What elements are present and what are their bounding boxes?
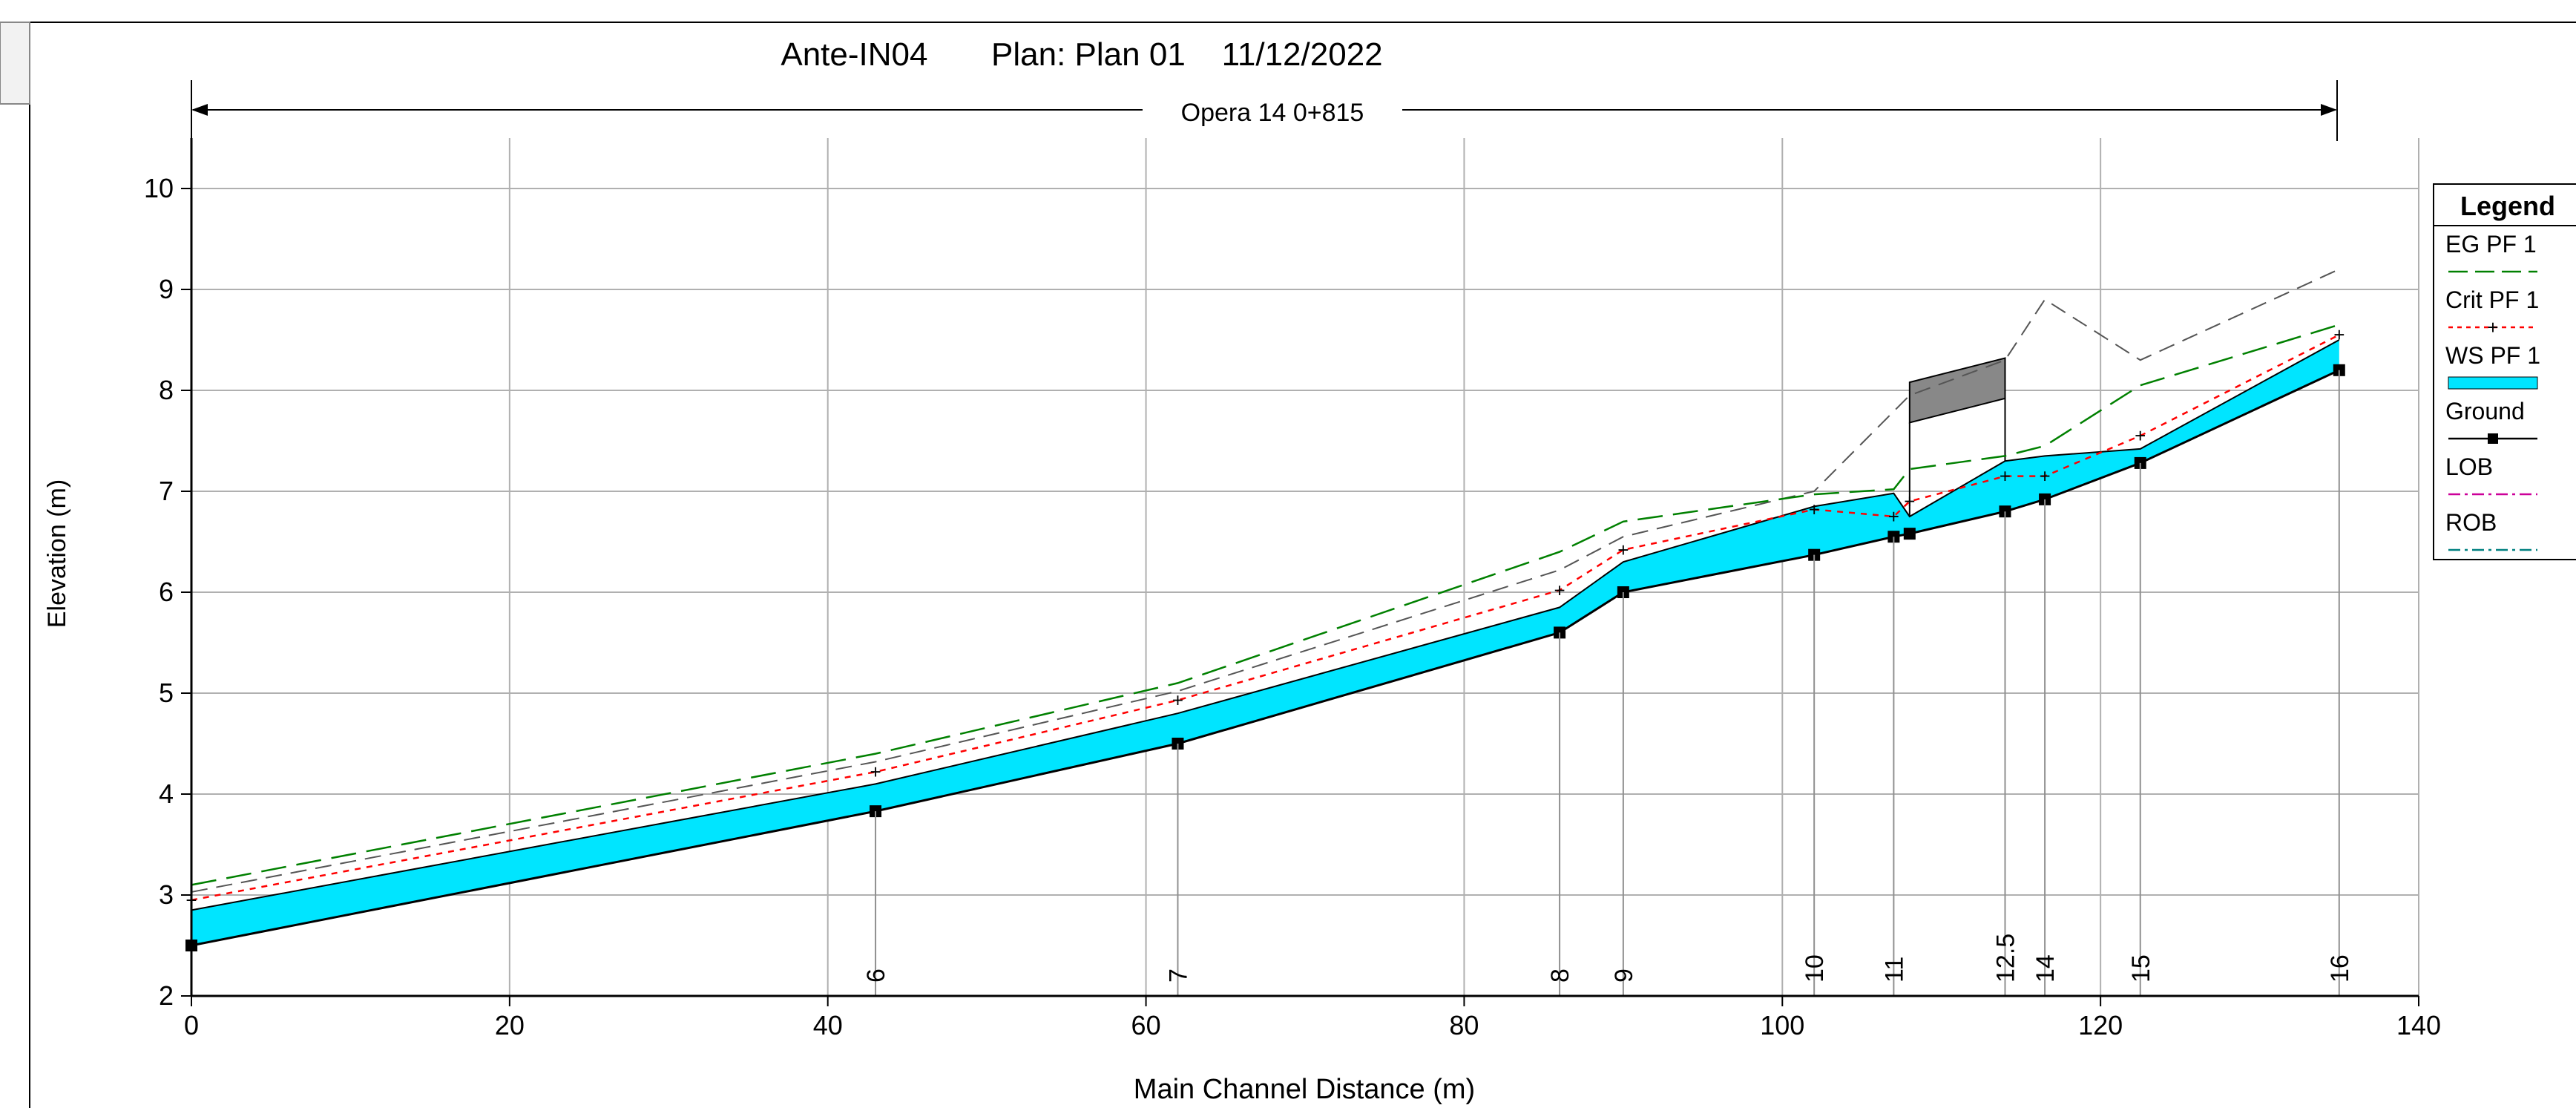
legend-title: Legend [2460,191,2555,221]
water-area [191,340,2339,945]
x-tick-label-20: 20 [495,1010,525,1040]
reach-arrow-right [2321,104,2337,116]
crit-point-5: + [1809,498,1820,520]
legend: Legend EG PF 1 Crit PF 1 + WS PF 1 Ground LOB… [2433,183,2576,560]
y-tick-label-5: 5 [159,678,174,708]
reach-span: Opera 14 0+815 [191,80,2338,141]
crit-point-9: + [2039,465,2050,488]
station-label-11: 11 [1880,957,1908,983]
x-tick-label-60: 60 [1131,1010,1161,1040]
left-panel-edge [0,22,30,105]
y-tick-label-4: 4 [159,778,174,809]
legend-label-4: LOB [2445,453,2493,480]
crit-point-8: + [2000,465,2011,488]
series-lines: ++++++++++++ [185,268,2345,951]
station-label-6: 6 [862,968,890,983]
y-tick-label-9: 9 [159,274,174,304]
x-tick-label-120: 120 [2078,1010,2123,1040]
plot-frame [29,22,2576,1108]
legend-marker-3 [2488,433,2498,444]
chart-title: Ante-IN04 Plan: Plan 01 11/12/2022 [781,36,1382,73]
reach-arrow-left [191,104,208,116]
crit-line [191,334,2340,902]
ground-point-7 [1903,528,1916,540]
y-tick-label-6: 6 [159,577,174,607]
x-tick-label-80: 80 [1449,1010,1479,1040]
y-tick-label-10: 10 [144,173,174,203]
station-label-14: 14 [2031,954,2060,983]
station-label-9: 9 [1610,968,1638,983]
x-tick-label-40: 40 [813,1010,843,1040]
crit-point-2: + [1172,689,1183,712]
legend-marker-1: + [2487,316,2498,338]
crit-point-11: + [2333,324,2345,346]
x-tick-label-140: 140 [2396,1010,2441,1040]
crit-point-4: + [1617,539,1629,561]
x-tick-label-0: 0 [184,1010,199,1040]
bridge-structure [1908,357,2006,534]
ws-line [191,339,2340,911]
station-label-10: 10 [1801,954,1829,983]
crit-point-7: + [1904,491,1915,513]
x-tick-label-100: 100 [1760,1010,1804,1040]
crit-point-3: + [1554,579,1565,601]
station-label-7: 7 [1164,968,1192,983]
reach-label: Opera 14 0+815 [1181,99,1364,127]
water-surface-fill [191,339,2340,945]
overbank-line [191,268,2340,893]
crit-point-1: + [870,761,881,783]
y-tick-label-3: 3 [159,879,174,910]
y-axis-label: Elevation (m) [43,479,71,628]
legend-label-5: ROB [2445,509,2497,536]
crit-point-6: + [1888,505,1899,528]
legend-label-3: Ground [2445,398,2525,424]
y-tick-label-7: 7 [159,476,174,506]
station-label-15: 15 [2127,954,2155,983]
legend-box [2433,183,2576,560]
axes [181,138,2419,1006]
station-markers: 6 7 8 9 10 11 12.5 14 15 16 [862,370,2354,996]
tick-labels: 0 20 40 60 80 100 120 140 2 3 4 5 6 7 8 9 10 [144,173,2441,1040]
station-label-12.5: 12.5 [1991,934,2020,983]
x-axis-label: Main Channel Distance (m) [1134,1074,1475,1105]
eg-line [191,324,2340,886]
y-tick-label-2: 2 [159,980,174,1011]
ground-line [191,369,2340,947]
crit-point-10: + [2135,424,2146,447]
station-label-8: 8 [1546,968,1574,983]
legend-label-0: EG PF 1 [2445,231,2537,258]
station-label-16: 16 [2326,954,2354,983]
legend-label-2: WS PF 1 [2445,342,2540,369]
legend-label-1: Crit PF 1 [2445,286,2539,313]
y-tick-label-8: 8 [159,375,174,405]
legend-swatch-2 [2448,376,2538,390]
